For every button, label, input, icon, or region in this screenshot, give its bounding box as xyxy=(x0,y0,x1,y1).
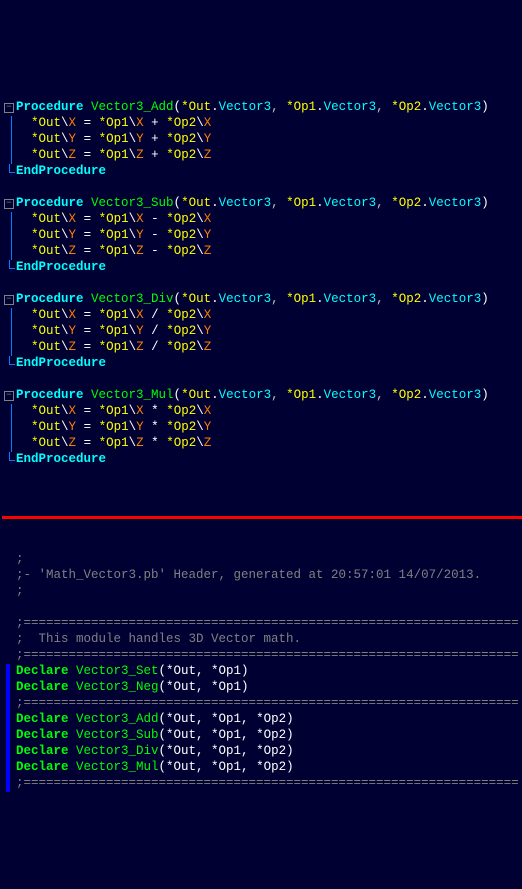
code-line: *Out\Z = *Op1\Z - *Op2\Z xyxy=(2,244,522,260)
blank-line xyxy=(2,180,522,196)
line-marker xyxy=(6,696,10,712)
procedure-signature: −Procedure Vector3_Mul(*Out.Vector3, *Op… xyxy=(2,388,522,404)
declare-line: Declare Vector3_Div(*Out, *Op1, *Op2) xyxy=(2,744,522,760)
function-name: Vector3_Add xyxy=(91,100,174,114)
code-line: *Out\Y = *Op1\Y / *Op2\Y xyxy=(2,324,522,340)
procedure-signature: −Procedure Vector3_Div(*Out.Vector3, *Op… xyxy=(2,292,522,308)
declare-line: Declare Vector3_Add(*Out, *Op1, *Op2) xyxy=(2,712,522,728)
function-name: Vector3_Div xyxy=(91,292,174,306)
code-line: *Out\Y = *Op1\Y * *Op2\Y xyxy=(2,420,522,436)
code-line: *Out\Z = *Op1\Z * *Op2\Z xyxy=(2,436,522,452)
code-line: *Out\Z = *Op1\Z / *Op2\Z xyxy=(2,340,522,356)
keyword-procedure: Procedure xyxy=(16,388,84,402)
code-line: *Out\X = *Op1\X - *Op2\X xyxy=(2,212,522,228)
line-marker xyxy=(6,728,10,744)
function-name: Vector3_Add xyxy=(76,712,159,726)
comment-line: ;=======================================… xyxy=(2,696,522,712)
keyword-declare: Declare xyxy=(16,680,69,694)
declare-line: Declare Vector3_Neg(*Out, *Op1) xyxy=(2,680,522,696)
function-name: Vector3_Sub xyxy=(91,196,174,210)
blank-line xyxy=(2,276,522,292)
keyword-declare: Declare xyxy=(16,712,69,726)
line-marker xyxy=(6,712,10,728)
end-procedure: EndProcedure xyxy=(2,164,522,180)
procedure-signature: −Procedure Vector3_Add(*Out.Vector3, *Op… xyxy=(2,100,522,116)
code-line: *Out\X = *Op1\X / *Op2\X xyxy=(2,308,522,324)
end-procedure: EndProcedure xyxy=(2,260,522,276)
declare-line: Declare Vector3_Sub(*Out, *Op1, *Op2) xyxy=(2,728,522,744)
keyword-declare: Declare xyxy=(16,760,69,774)
comment-line: ; xyxy=(2,584,522,600)
declare-line: Declare Vector3_Set(*Out, *Op1) xyxy=(2,664,522,680)
fold-toggle-icon[interactable]: − xyxy=(4,391,14,401)
fold-toggle-icon[interactable]: − xyxy=(4,295,14,305)
fold-toggle-icon[interactable]: − xyxy=(4,199,14,209)
code-line: *Out\Y = *Op1\Y + *Op2\Y xyxy=(2,132,522,148)
line-marker xyxy=(6,776,10,792)
keyword-endprocedure: EndProcedure xyxy=(16,452,106,466)
blank-line xyxy=(2,468,522,484)
comment-line: ;=======================================… xyxy=(2,776,522,792)
fold-toggle-icon[interactable]: − xyxy=(4,103,14,113)
code-line: *Out\Y = *Op1\Y - *Op2\Y xyxy=(2,228,522,244)
keyword-procedure: Procedure xyxy=(16,100,84,114)
line-marker xyxy=(6,760,10,776)
section-divider xyxy=(2,516,522,519)
keyword-endprocedure: EndProcedure xyxy=(16,164,106,178)
end-procedure: EndProcedure xyxy=(2,452,522,468)
procedure-signature: −Procedure Vector3_Sub(*Out.Vector3, *Op… xyxy=(2,196,522,212)
function-name: Vector3_Neg xyxy=(76,680,159,694)
function-name: Vector3_Set xyxy=(76,664,159,678)
keyword-endprocedure: EndProcedure xyxy=(16,260,106,274)
code-line: *Out\X = *Op1\X * *Op2\X xyxy=(2,404,522,420)
keyword-declare: Declare xyxy=(16,744,69,758)
keyword-procedure: Procedure xyxy=(16,292,84,306)
comment-line: ;=======================================… xyxy=(2,616,522,632)
declare-line: Declare Vector3_Mul(*Out, *Op1, *Op2) xyxy=(2,760,522,776)
line-marker xyxy=(6,744,10,760)
end-procedure: EndProcedure xyxy=(2,356,522,372)
code-editor: −Procedure Vector3_Add(*Out.Vector3, *Op… xyxy=(0,65,522,808)
keyword-endprocedure: EndProcedure xyxy=(16,356,106,370)
keyword-declare: Declare xyxy=(16,728,69,742)
code-line: *Out\X = *Op1\X + *Op2\X xyxy=(2,116,522,132)
code-line: *Out\Z = *Op1\Z + *Op2\Z xyxy=(2,148,522,164)
comment-line: ; xyxy=(2,552,522,568)
function-name: Vector3_Sub xyxy=(76,728,159,742)
function-name: Vector3_Mul xyxy=(91,388,174,402)
comment-line: ;- 'Math_Vector3.pb' Header, generated a… xyxy=(2,568,522,584)
keyword-procedure: Procedure xyxy=(16,196,84,210)
comment-line: ; This module handles 3D Vector math. xyxy=(2,632,522,648)
function-name: Vector3_Mul xyxy=(76,760,159,774)
blank-line xyxy=(2,372,522,388)
line-marker xyxy=(6,664,10,680)
line-marker xyxy=(6,680,10,696)
keyword-declare: Declare xyxy=(16,664,69,678)
function-name: Vector3_Div xyxy=(76,744,159,758)
comment-line: ;=======================================… xyxy=(2,648,522,664)
